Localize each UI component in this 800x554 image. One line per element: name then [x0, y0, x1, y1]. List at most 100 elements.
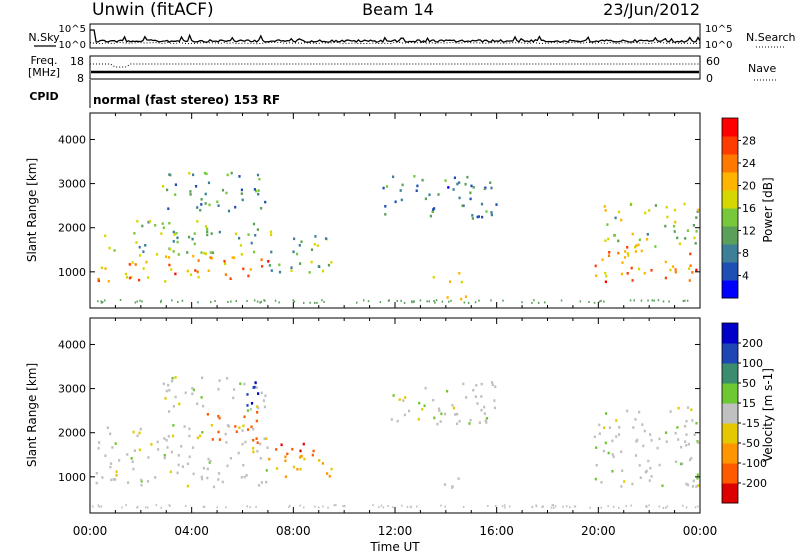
- echo-cell: [428, 193, 431, 197]
- echo-cell: [136, 434, 139, 438]
- ground-scatter-cell: [214, 300, 216, 302]
- echo-cell: [300, 454, 303, 458]
- echo-cell: [126, 453, 129, 456]
- power-ylabel: Slant Range [km]: [25, 158, 39, 262]
- ground-scatter-cell: [598, 300, 601, 303]
- ground-scatter-cell: [428, 300, 430, 303]
- echo-cell: [186, 251, 189, 254]
- echo-cell: [615, 419, 618, 422]
- echo-cell: [231, 256, 234, 259]
- echo-cell: [269, 230, 273, 234]
- echo-cell: [691, 271, 694, 274]
- ground-scatter-cell: [119, 299, 122, 301]
- colorbar-tick-label: 8: [742, 247, 749, 260]
- x-tick-label: 12:00: [378, 524, 413, 538]
- echo-cell: [436, 422, 439, 426]
- ground-scatter-cell: [362, 299, 365, 302]
- echo-cell: [196, 206, 199, 209]
- echo-cell: [212, 485, 216, 489]
- echo-cell: [635, 244, 638, 247]
- ground-scatter-cell: [504, 506, 506, 509]
- echo-cell: [188, 427, 191, 431]
- x-tick-label: 20:00: [581, 524, 616, 538]
- echo-cell: [690, 408, 693, 412]
- echo-cell: [133, 232, 136, 235]
- echo-cell: [677, 406, 680, 410]
- echo-cell: [270, 250, 273, 254]
- echo-cell: [174, 183, 177, 186]
- ground-scatter-cell: [230, 300, 232, 303]
- echo-cell: [620, 485, 623, 488]
- echo-cell: [417, 418, 420, 421]
- echo-cell: [677, 438, 680, 441]
- echo-cell: [230, 171, 233, 175]
- ground-scatter-cell: [440, 504, 442, 507]
- velocity-frame: [89, 317, 701, 514]
- echo-cell: [177, 463, 180, 467]
- ground-scatter-cell: [629, 299, 632, 302]
- echo-cell: [254, 381, 257, 384]
- echo-cell: [239, 244, 242, 247]
- ground-scatter-cell: [246, 505, 248, 508]
- ground-scatter-cell: [92, 505, 94, 508]
- echo-region: [268, 454, 333, 478]
- echo-cell: [402, 399, 405, 402]
- echo-cell: [456, 182, 459, 186]
- echo-cell: [674, 270, 677, 274]
- colorbar-segment: [722, 172, 738, 191]
- echo-cell: [147, 456, 150, 459]
- echo-cell: [201, 376, 204, 380]
- echo-cell: [107, 280, 110, 283]
- echo-cell: [202, 466, 206, 470]
- ground-scatter-cell: [97, 300, 99, 303]
- ground-scatter-cell: [531, 301, 533, 304]
- echo-cell: [310, 260, 313, 264]
- echo-cell: [169, 247, 172, 251]
- colorbar-tick-label: 15: [742, 397, 756, 410]
- echo-cell: [234, 425, 237, 428]
- echo-cell: [191, 446, 195, 449]
- echo-cell: [400, 198, 403, 202]
- echo-cell: [204, 202, 207, 205]
- echo-cell: [621, 261, 624, 264]
- echo-cell: [172, 405, 175, 408]
- echo-cell: [257, 392, 260, 395]
- echo-cell: [328, 475, 331, 478]
- echo-cell: [240, 188, 243, 192]
- echo-cell: [241, 198, 244, 202]
- ground-scatter-cell: [278, 301, 280, 304]
- echo-cell: [676, 426, 679, 429]
- echo-cell: [140, 478, 143, 482]
- echo-cell: [480, 382, 483, 386]
- echo-cell: [642, 444, 645, 448]
- echo-cell: [471, 217, 474, 220]
- echo-cell: [634, 250, 637, 253]
- echo-cell: [690, 456, 693, 460]
- echo-cell: [458, 419, 461, 423]
- ground-scatter-cell: [434, 301, 436, 304]
- echo-cell: [469, 191, 472, 195]
- echo-cell: [176, 471, 179, 475]
- echo-cell: [691, 419, 694, 422]
- echo-cell: [453, 176, 456, 180]
- ground-scatter-cell: [388, 299, 390, 302]
- ground-scatter-cell: [633, 299, 635, 302]
- x-tick-label: 00:00: [683, 524, 718, 538]
- echo-cell: [234, 232, 238, 236]
- echo-cell: [490, 186, 493, 190]
- nave-label: Nave: [748, 62, 776, 75]
- echo-cell: [598, 432, 601, 435]
- power-colorbar-label: Power [dB]: [761, 177, 775, 242]
- echo-cell: [115, 470, 118, 473]
- echo-cell: [177, 454, 180, 457]
- echo-cell: [154, 476, 157, 479]
- echo-cell: [413, 175, 416, 178]
- echo-cell: [200, 396, 203, 399]
- echo-cell: [270, 269, 273, 272]
- ground-scatter-cell: [100, 505, 103, 508]
- echo-cell: [439, 420, 442, 423]
- y-tick-label: 3000: [58, 383, 86, 396]
- echo-cell: [170, 268, 173, 271]
- echo-cell: [475, 383, 478, 387]
- echo-cell: [661, 484, 664, 487]
